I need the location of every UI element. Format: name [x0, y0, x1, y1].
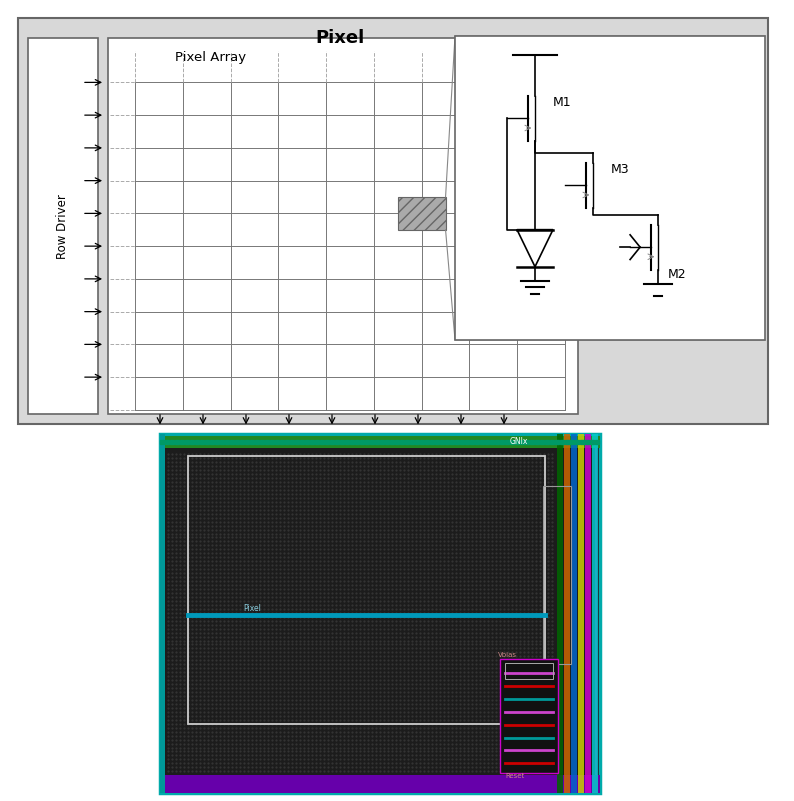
- Bar: [108, 38, 578, 414]
- Bar: [543, 486, 571, 664]
- Bar: [398, 197, 445, 230]
- Text: M1: M1: [553, 96, 572, 109]
- Text: Vbias: Vbias: [498, 652, 517, 658]
- Bar: [160, 434, 165, 793]
- Bar: [160, 434, 600, 793]
- Text: M3: M3: [611, 163, 630, 176]
- Bar: [160, 434, 600, 793]
- Bar: [571, 434, 577, 793]
- Bar: [188, 457, 545, 724]
- Bar: [505, 663, 553, 679]
- Bar: [164, 438, 596, 789]
- Text: Row Driver: Row Driver: [56, 194, 70, 259]
- Bar: [160, 437, 600, 449]
- Bar: [592, 434, 598, 793]
- Bar: [160, 775, 600, 793]
- Text: Pixel Array: Pixel Array: [175, 51, 246, 65]
- Bar: [564, 434, 570, 793]
- Text: M2: M2: [668, 268, 687, 281]
- Bar: [28, 38, 98, 414]
- Text: Pixel: Pixel: [315, 29, 364, 46]
- Bar: [578, 434, 584, 793]
- Bar: [557, 434, 563, 793]
- Text: Reset: Reset: [505, 773, 524, 779]
- Bar: [500, 659, 558, 773]
- Text: GNIx: GNIx: [510, 437, 528, 446]
- Bar: [585, 434, 591, 793]
- Text: Pixel: Pixel: [243, 604, 261, 613]
- Bar: [455, 36, 765, 340]
